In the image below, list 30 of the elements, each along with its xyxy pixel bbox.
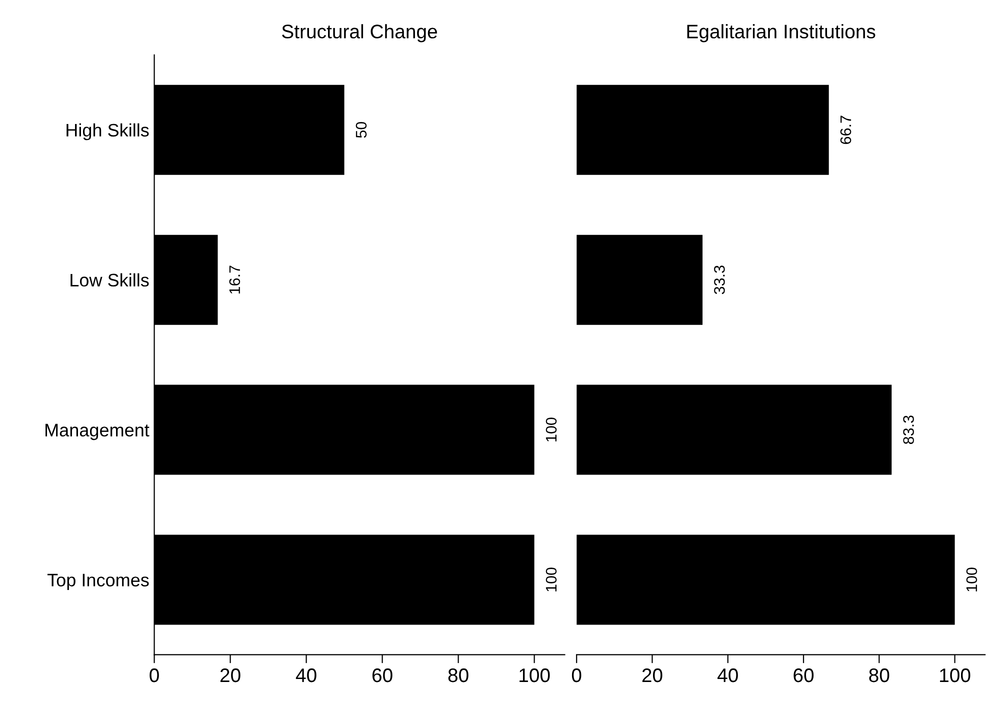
x-tick-label: 40	[296, 668, 316, 682]
chart-title: Egalitarian Institutions	[687, 24, 876, 42]
x-tick-label: 80	[448, 668, 468, 682]
x-tick-label: 100	[940, 668, 970, 682]
x-tick-label: 20	[220, 668, 240, 682]
x-tick-label: 60	[372, 668, 392, 682]
x-tick-label: 40	[718, 668, 738, 682]
chart-title: Structural Change	[282, 24, 438, 42]
data-label: 16.7	[229, 266, 240, 294]
x-tick-label: 100	[520, 668, 550, 682]
data-label: 100	[546, 568, 557, 592]
bar	[576, 384, 892, 475]
y-tick-label: Management	[46, 424, 150, 440]
data-label: 100	[966, 568, 978, 592]
x-tick-label: 0	[572, 668, 582, 682]
data-label: 100	[546, 418, 557, 442]
x-tick-label: 80	[869, 668, 890, 682]
data-label: 33.3	[714, 266, 725, 294]
x-tick-label: 0	[150, 668, 159, 682]
bar	[576, 534, 955, 625]
y-tick-label: High Skills	[66, 123, 149, 140]
x-tick-label: 20	[642, 668, 662, 682]
bar	[576, 234, 703, 325]
x-tick-label: 60	[794, 668, 814, 682]
bar	[576, 84, 829, 175]
data-label: 50	[356, 122, 367, 138]
y-tick-label: Top Incomes	[47, 574, 149, 590]
data-label: 83.3	[903, 416, 914, 444]
y-tick-label: Low Skills	[70, 273, 149, 287]
data-label: 66.7	[840, 116, 852, 144]
